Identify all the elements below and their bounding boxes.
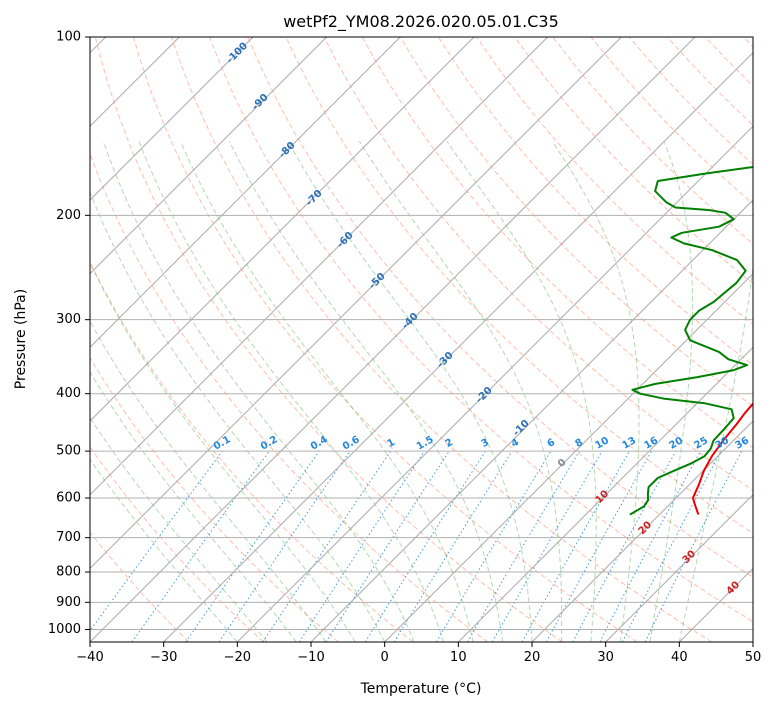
isotherm (90, 37, 254, 201)
dry-adiabat (323, 37, 753, 491)
x-tick-label: 40 (671, 650, 688, 665)
pressure-grid (90, 37, 753, 642)
plot-frame (89, 36, 754, 643)
x-tick-label: −10 (297, 650, 324, 665)
y-axis-label: Pressure (hPa) (13, 289, 29, 389)
dry-adiabat (285, 37, 753, 535)
isotherm (163, 51, 753, 642)
dry-adiabat (171, 37, 712, 642)
mixing-ratio-label: 2 (443, 437, 455, 450)
mixing-ratio-label: 3 (479, 437, 491, 450)
dry-adiabat (90, 446, 264, 642)
mixing-ratio-line (644, 450, 743, 642)
y-tick-label: 700 (56, 530, 81, 545)
plot-background (90, 37, 753, 642)
mixing-ratio-line (90, 450, 223, 632)
isotherm (236, 125, 753, 642)
profiles (629, 165, 753, 516)
mixing-ratio-line (218, 450, 351, 642)
mixing-ratio-label: 8 (573, 437, 585, 450)
y-tick-label: 1000 (48, 622, 81, 637)
y-tick-label: 500 (56, 444, 81, 459)
mixing-ratio-line (185, 450, 320, 642)
isotherm (310, 199, 753, 642)
mixing-ratio-line (545, 450, 653, 642)
mixing-ratio-line (521, 450, 630, 642)
x-tick-label: 0 (381, 650, 389, 665)
y-tick-label: 400 (56, 386, 81, 401)
temperature-profile (691, 402, 753, 515)
x-tick-label: 20 (524, 650, 541, 665)
x-tick-label: −30 (150, 650, 177, 665)
y-tick-label: 900 (56, 595, 81, 610)
isotherm (531, 420, 753, 642)
mixing-ratio-line (131, 450, 270, 642)
mixing-ratio-line (325, 450, 450, 642)
isotherm (752, 641, 753, 642)
isotherm (90, 37, 549, 496)
dry-adiabat (209, 37, 753, 623)
x-tick-label: −20 (224, 650, 251, 665)
dry-adiabat (90, 356, 339, 642)
y-tick-label: 300 (56, 312, 81, 327)
dry-adiabat (514, 37, 753, 285)
mixing-ratio-line (262, 450, 392, 642)
isotherm (457, 346, 753, 642)
mixing-ratio-label: 6 (545, 437, 557, 450)
chart-title: wetPf2_YM08.2026.020.05.01.C35 (283, 12, 559, 32)
mixing-ratio-label: 1 (385, 437, 397, 450)
dry-adiabat (247, 37, 753, 578)
isotherm (90, 37, 401, 349)
isotherm (90, 37, 328, 275)
dry-adiabat (361, 37, 753, 449)
x-tick-label: −40 (76, 650, 103, 665)
mixing-ratio-line (393, 450, 513, 642)
x-tick-label: 50 (745, 650, 762, 665)
dry-adiabat (90, 531, 190, 642)
y-tick-label: 600 (56, 491, 81, 506)
y-tick-label: 200 (56, 208, 81, 223)
mixing-ratio-line (572, 450, 677, 642)
x-axis-label: Temperature (°C) (360, 681, 482, 697)
dewpoint-profile (629, 165, 753, 516)
isotherm (605, 493, 753, 642)
isotherm (90, 37, 475, 422)
dry-adiabat (437, 37, 753, 366)
dry-adiabat (94, 37, 563, 642)
mixing-ratio-line (298, 450, 425, 642)
mixing-ratio-label: 4 (509, 437, 521, 450)
dry-adiabat (132, 37, 638, 642)
isotherm (384, 272, 753, 642)
isotherm (90, 37, 622, 570)
dry-adiabat (90, 152, 488, 642)
axes: −40 −30 −20 −10 0 10 20 30 40 50 100 200 300 400 500 60… (48, 30, 761, 666)
x-tick-label: 10 (450, 650, 467, 665)
y-tick-label: 100 (56, 30, 81, 45)
dry-adiabat (399, 37, 753, 407)
y-tick-label: 800 (56, 565, 81, 580)
x-tick-label: 30 (597, 650, 614, 665)
isotherm (90, 37, 696, 642)
